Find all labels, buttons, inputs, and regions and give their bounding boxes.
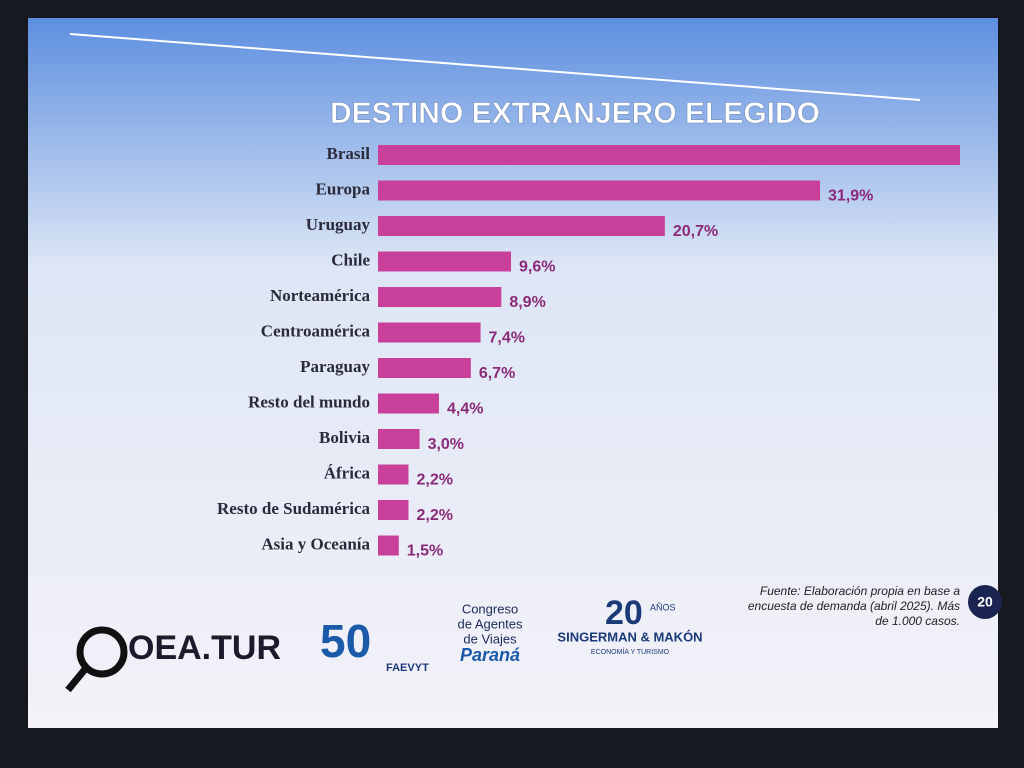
bar [378,429,420,449]
bar [378,251,512,272]
oea-icon [76,626,128,678]
page-badge [968,585,1002,619]
value-label: 9,6% [519,259,555,276]
source-line: de 1.000 casos. [875,614,960,628]
title-rule [69,33,921,101]
value-label: 8,9% [509,294,545,311]
value-label: 1,5% [407,543,443,560]
chart-title: DESTINO EXTRANJERO ELEGIDO [330,97,820,130]
footer: OEA.TUR 50 FAEVYT Congreso de Agentes de… [65,584,1002,693]
sm-years: AÑOS [650,602,676,612]
value-label: 7,4% [489,330,525,347]
category-label: Paraguay [300,357,370,376]
bar [378,216,665,236]
slide [28,18,998,728]
source-line: Fuente: Elaboración propia en base a [760,584,960,598]
bar [378,145,960,165]
category-label: Resto del mundo [248,392,370,411]
sm-number: 20 [605,594,643,632]
value-label: 3,0% [428,436,464,453]
category-label: Resto de Sudamérica [217,499,370,518]
congreso-line: de Viajes [463,631,517,646]
value-label: 31,9% [828,188,873,205]
category-label: Norteamérica [270,286,371,305]
sm-name: SINGERMAN & MAKÓN [557,629,702,644]
bar [378,180,821,201]
bar [378,500,409,520]
sm-tagline: ECONOMÍA Y TURISMO [591,647,670,656]
category-label: Asia y Oceanía [261,534,370,553]
congreso-line: Congreso [462,601,518,616]
bar [378,535,399,556]
bar [378,464,409,485]
category-label: Europa [316,179,371,198]
value-label: 4,4% [447,401,483,418]
value-label: 2,2% [416,507,452,524]
page-number: 20 [977,594,993,610]
faevyt-number: 50 [320,615,371,667]
oea-logo: OEA.TUR [128,629,281,667]
bar [378,322,481,343]
value-label: 6,7% [479,365,515,382]
oea-icon-handle [65,665,89,693]
bar [378,287,502,307]
faevyt-name: FAEVYT [386,662,429,674]
congreso-line: de Agentes [457,616,523,631]
category-label: Bolivia [319,428,371,447]
source-line: encuesta de demanda (abril 2025). Más [748,599,960,613]
bar [378,358,471,378]
value-label: 20,7% [673,223,718,240]
category-label: África [324,463,371,482]
category-label: Centroamérica [261,321,371,340]
category-label: Brasil [327,144,371,163]
bar [378,393,439,414]
value-label: 2,2% [416,472,452,489]
category-label: Chile [331,250,370,269]
congreso-city: Paraná [460,645,520,665]
category-label: Uruguay [306,215,371,234]
